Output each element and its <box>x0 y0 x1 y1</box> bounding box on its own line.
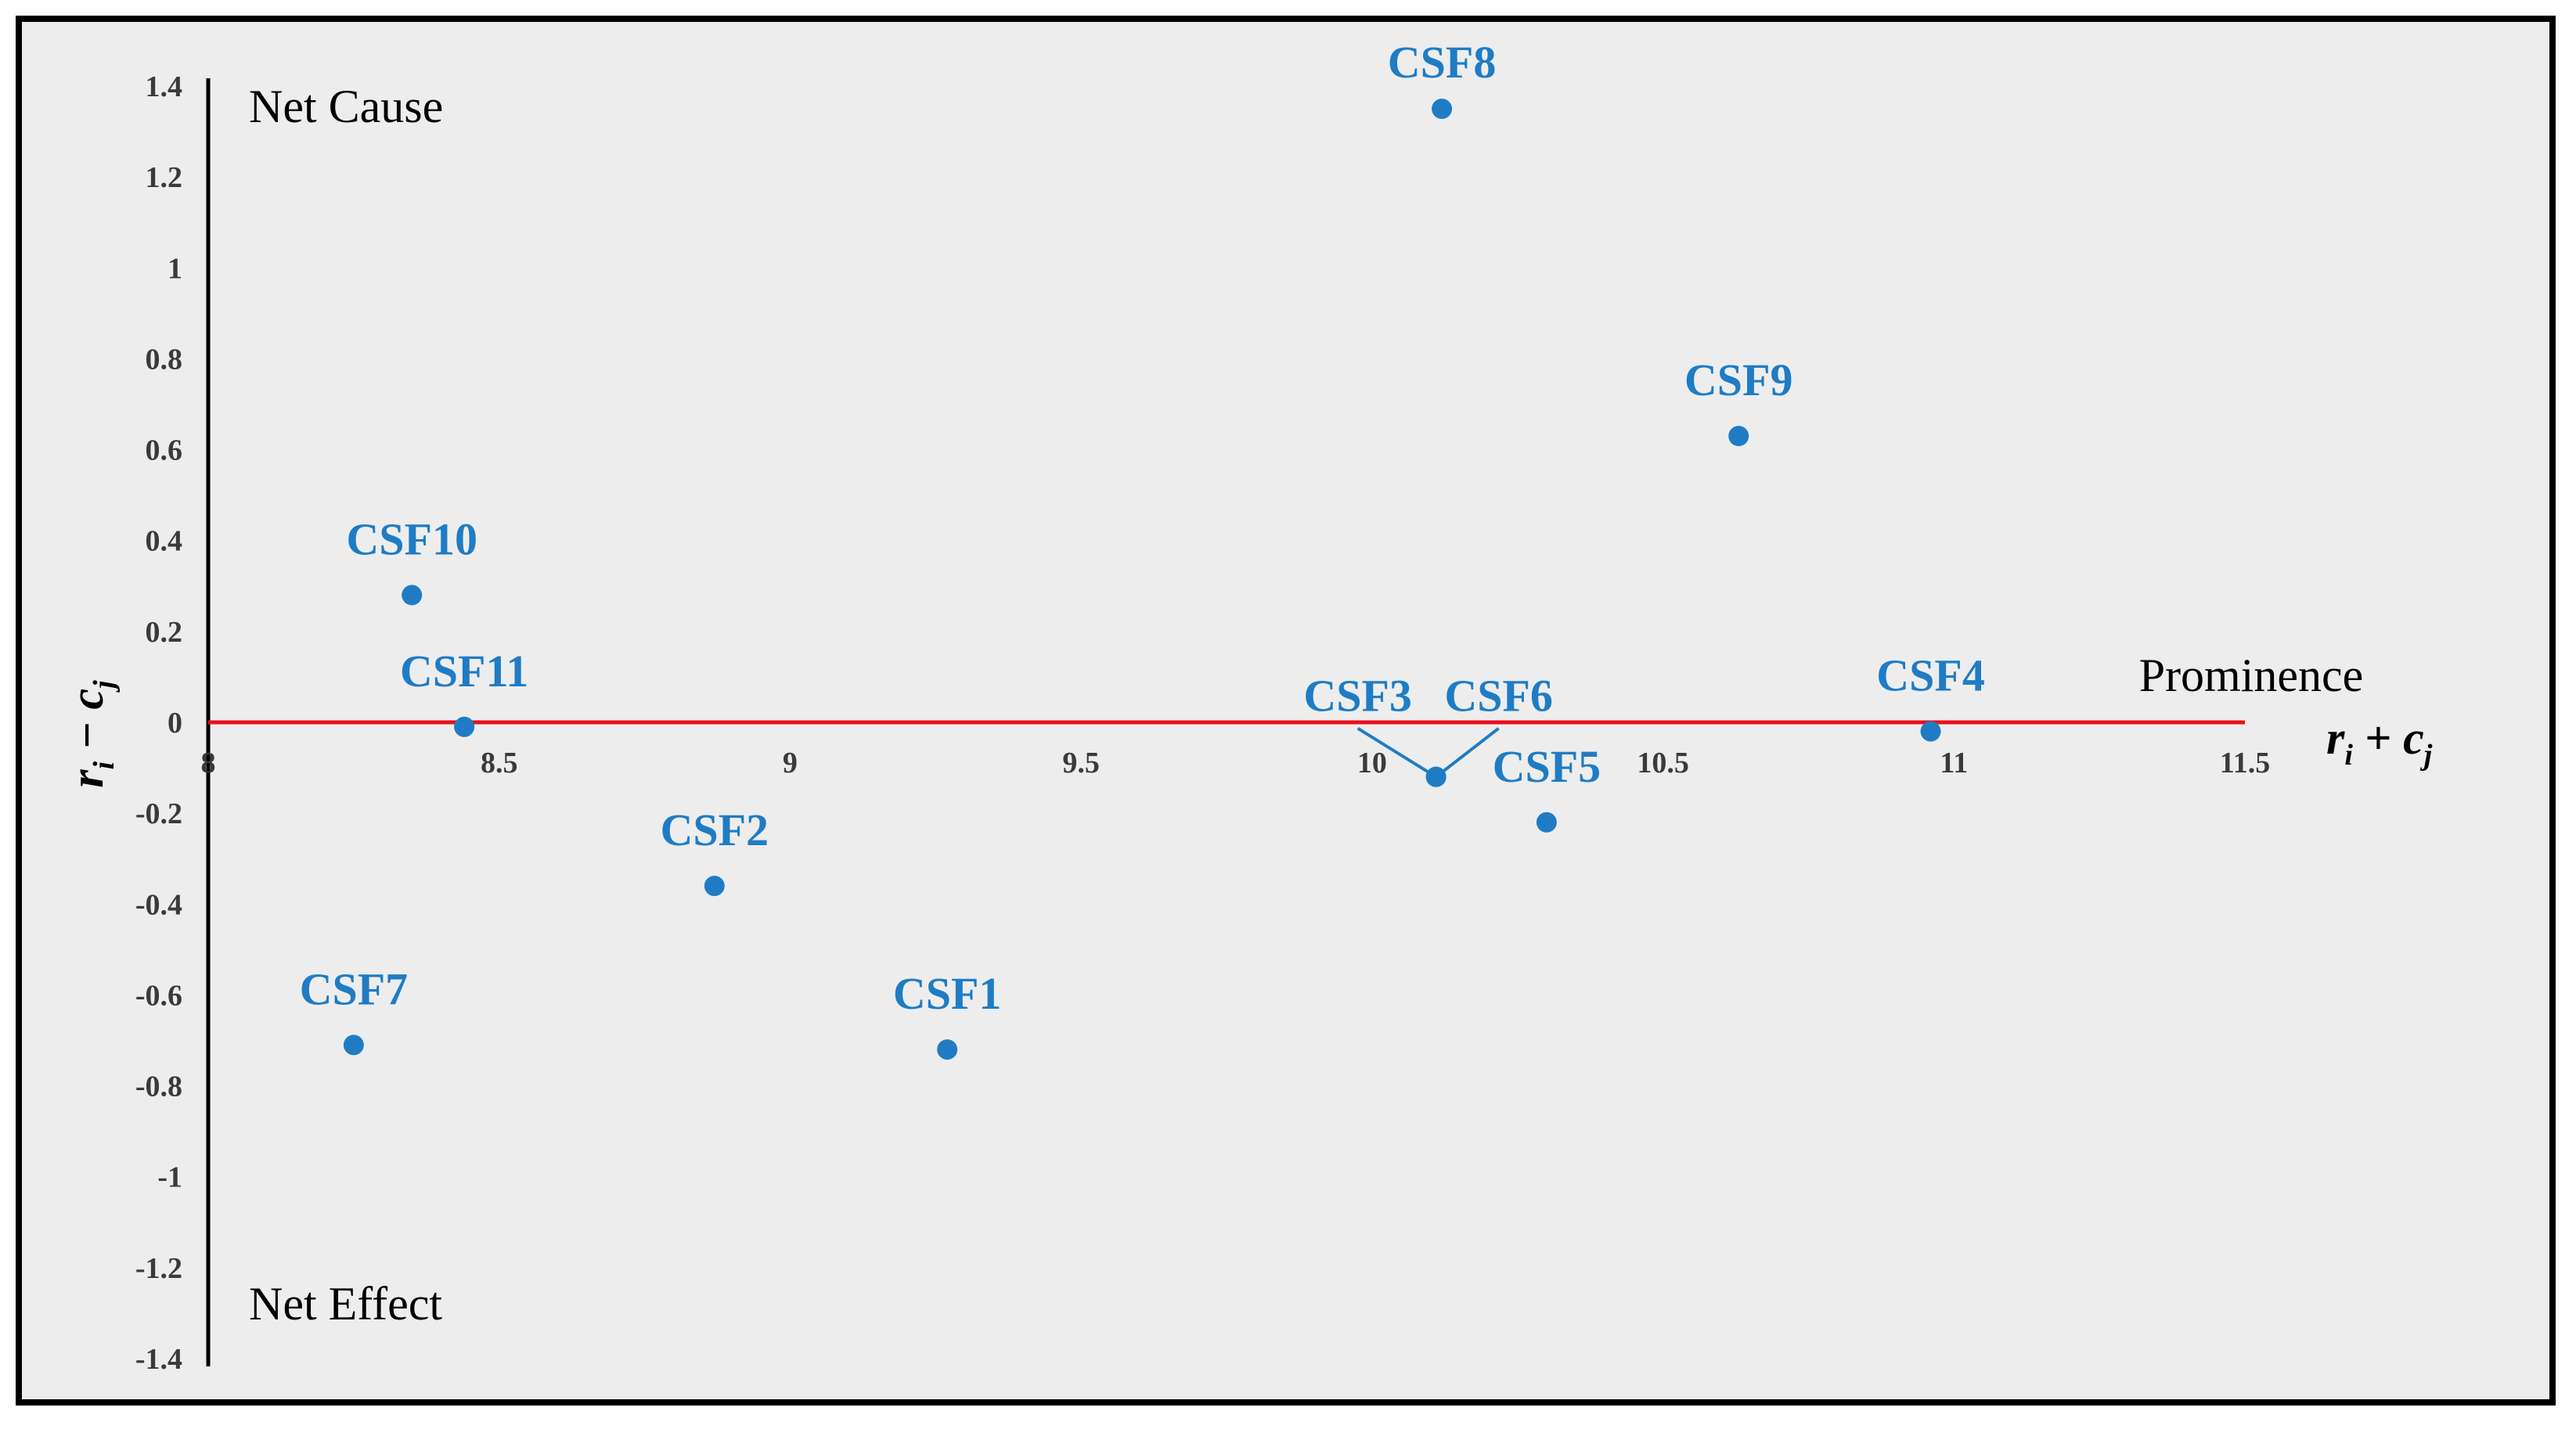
y-tick-label: -1 <box>157 1161 182 1194</box>
y-tick-label: -1.4 <box>135 1343 182 1376</box>
csf7-point <box>343 1035 364 1056</box>
csf1-label: CSF1 <box>893 968 1002 1019</box>
csf8-label: CSF8 <box>1388 37 1497 88</box>
x-tick-label: 9.5 <box>1062 747 1100 779</box>
scatter-chart: 1.4 1.2 1 0.8 0.6 0.4 0.2 0 -0.2 -0.4 -0.6 -0.8 -1 -1… <box>61 37 2433 1376</box>
csf6-leader-line <box>1435 727 1500 779</box>
chart-frame: 1.4 1.2 1 0.8 0.6 0.4 0.2 0 -0.2 -0.4 -0.6 -0.8 -1 -1… <box>16 16 2556 1406</box>
data-points <box>343 99 1941 1060</box>
y-tick-label: 0.6 <box>146 434 183 467</box>
csf2-point <box>704 876 725 897</box>
y-tick-label: 0 <box>168 707 182 740</box>
quadrant-label-net-cause: Net Cause <box>249 81 443 132</box>
csf6-point <box>1425 766 1447 787</box>
csf9-label: CSF9 <box>1684 355 1793 405</box>
x-tick-label: 10.5 <box>1637 747 1689 779</box>
x-tick-label: 9 <box>783 747 798 779</box>
axes <box>206 78 2245 1366</box>
y-tick-label: -0.2 <box>135 797 182 830</box>
csf1-point <box>937 1039 958 1060</box>
csf5-label: CSF5 <box>1493 741 1601 792</box>
y-tick-label: 1.2 <box>146 161 183 194</box>
x-axis-title: Prominence <box>2139 650 2364 701</box>
y-tick-label: -1.2 <box>135 1252 182 1285</box>
csf7-label: CSF7 <box>300 963 409 1014</box>
csf4-point <box>1920 721 1941 742</box>
x-tick-label: 10 <box>1357 747 1387 779</box>
point-labels: CSF1 CSF2 CSF3 CSF4 CSF5 CSF6 CSF7 CSF8 CSF9 CSF1… <box>300 37 1985 1019</box>
csf10-label: CSF10 <box>346 513 477 564</box>
y-tick-label: -0.4 <box>135 888 182 921</box>
csf3-label: CSF3 <box>1303 671 1412 722</box>
y-tick-label: 0.8 <box>146 343 183 376</box>
csf8-point <box>1432 99 1453 120</box>
label-connectors <box>1356 726 1500 779</box>
x-tick-label: 8 <box>201 747 216 779</box>
x-axis-formula: ri + cj <box>2326 712 2433 772</box>
y-tick-label: 0.2 <box>146 616 183 649</box>
y-tick-label: -0.6 <box>135 979 182 1012</box>
x-tick-labels: 8 8.5 9 9.5 10 10.5 11 11.5 <box>201 747 2271 779</box>
csf4-label: CSF4 <box>1876 650 1985 701</box>
y-tick-label: 1.4 <box>146 70 183 103</box>
quadrant-label-net-effect: Net Effect <box>249 1278 442 1330</box>
csf3-leader-line <box>1356 726 1437 779</box>
csf6-label: CSF6 <box>1444 671 1553 722</box>
x-tick-label: 8.5 <box>481 747 518 779</box>
y-tick-labels: 1.4 1.2 1 0.8 0.6 0.4 0.2 0 -0.2 -0.4 -0.6 -0.8 -1 -1… <box>135 70 182 1376</box>
y-tick-label: -0.8 <box>135 1071 182 1103</box>
csf11-label: CSF11 <box>400 646 528 697</box>
csf5-point <box>1536 812 1557 833</box>
y-tick-label: 0.4 <box>146 525 183 558</box>
x-tick-label: 11.5 <box>2220 747 2270 779</box>
csf9-point <box>1728 426 1749 447</box>
csf10-point <box>402 585 423 606</box>
y-tick-label: 1 <box>168 252 182 285</box>
x-tick-label: 11 <box>1940 747 1968 779</box>
y-axis-formula: ri − cj <box>61 680 121 788</box>
csf11-point <box>454 716 475 737</box>
csf2-label: CSF2 <box>660 804 769 855</box>
